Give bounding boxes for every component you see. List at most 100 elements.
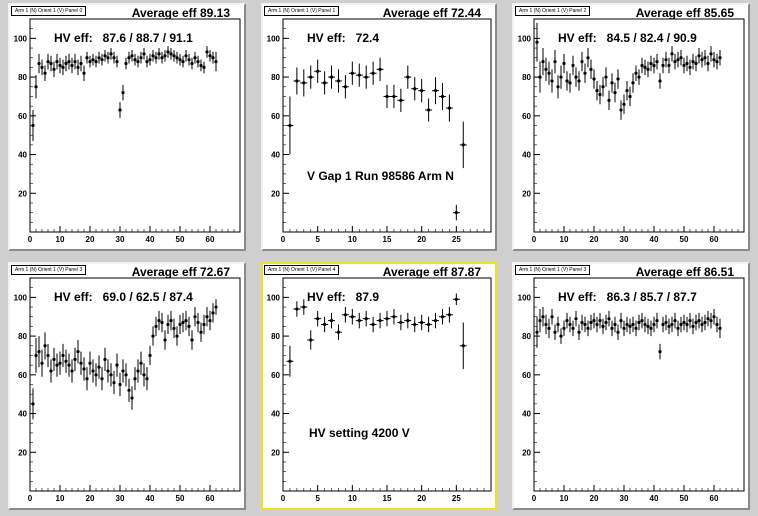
data-point: [697, 319, 701, 323]
data-point: [637, 75, 641, 79]
x-tick-label: 15: [383, 494, 392, 503]
data-point: [454, 297, 458, 301]
data-point: [601, 85, 605, 89]
data-point: [208, 319, 212, 323]
data-point: [565, 79, 569, 83]
x-tick-label: 60: [710, 235, 719, 244]
x-tick-label: 20: [86, 235, 95, 244]
data-point: [565, 319, 569, 323]
data-point: [55, 60, 59, 64]
data-point: [364, 317, 368, 321]
data-point: [556, 322, 560, 327]
data-point: [553, 330, 557, 334]
plot-pad-panel-2[interactable]: Arm 1 (N) Orient 1 (V) Panel 2 Average e…: [512, 3, 750, 251]
data-point: [88, 361, 92, 365]
data-point: [703, 320, 707, 325]
data-point: [688, 65, 692, 70]
data-point: [172, 54, 176, 58]
data-point: [385, 317, 389, 321]
x-tick-label: 30: [620, 494, 629, 503]
y-tick-label: 20: [271, 189, 280, 198]
x-tick-label: 20: [86, 494, 95, 503]
data-point: [109, 52, 113, 56]
x-tick-label: 10: [56, 494, 65, 503]
y-tick-label: 60: [271, 112, 280, 121]
data-point: [583, 322, 587, 327]
data-point: [175, 334, 179, 338]
data-point: [184, 54, 188, 58]
data-point: [706, 61, 710, 66]
data-point: [214, 60, 218, 64]
data-point: [103, 54, 107, 58]
data-point: [673, 319, 677, 323]
data-point: [343, 313, 347, 317]
data-point: [112, 380, 116, 385]
data-point: [440, 94, 445, 99]
data-point: [61, 353, 65, 358]
data-point: [61, 65, 65, 70]
data-point: [211, 311, 215, 315]
data-point: [628, 324, 632, 329]
data-point: [406, 75, 410, 79]
data-point: [622, 102, 626, 106]
data-point: [406, 319, 410, 323]
y-tick-label: 80: [271, 73, 280, 82]
data-point: [34, 85, 38, 89]
hv-eff-label: HV eff: 86.3 / 85.7 / 87.7: [558, 290, 697, 304]
data-point: [577, 79, 581, 83]
data-point: [211, 56, 215, 60]
data-point: [145, 60, 149, 64]
data-point: [676, 326, 680, 330]
pad-title-tag: Arm 1 (N) Orient 1 (V) Panel 2: [515, 6, 591, 16]
data-point: [679, 56, 683, 60]
plot-frame: [282, 277, 492, 492]
data-point: [625, 89, 629, 93]
data-point: [163, 54, 167, 58]
data-point: [157, 319, 161, 323]
data-point: [646, 67, 650, 71]
data-point: [196, 320, 200, 325]
data-point: [604, 75, 608, 79]
plot-frame: [533, 18, 745, 233]
data-point: [440, 315, 445, 319]
data-point: [160, 56, 164, 60]
data-point: [700, 322, 704, 327]
y-tick-label: 40: [522, 151, 531, 160]
data-point: [103, 357, 107, 361]
data-point: [535, 40, 539, 44]
x-tick-label: 20: [590, 235, 599, 244]
data-point: [625, 322, 629, 327]
data-point: [163, 338, 167, 342]
data-point: [619, 319, 623, 323]
y-tick-label: 80: [18, 73, 27, 82]
data-point: [652, 63, 656, 68]
data-point: [323, 322, 327, 327]
x-tick-label: 0: [28, 494, 33, 503]
data-point: [697, 54, 701, 58]
plot-pad-panel-4[interactable]: Arm 1 (N) Orient 1 (V) Panel 4 Average e…: [261, 262, 497, 510]
average-eff-label: Average eff 86.51: [635, 265, 734, 279]
plot-pad-panel-3[interactable]: Arm 1 (N) Orient 1 (V) Panel 3 Average e…: [8, 262, 246, 510]
data-point: [139, 56, 143, 60]
data-point: [420, 320, 424, 325]
data-point: [205, 50, 209, 54]
plot-pad-panel-0[interactable]: Arm 1 (N) Orient 1 (V) Panel 0 Average e…: [8, 3, 246, 251]
x-tick-label: 40: [146, 494, 155, 503]
data-point: [67, 60, 71, 64]
data-point: [130, 396, 134, 400]
y-tick-label: 60: [522, 112, 531, 121]
plot-frame: [533, 277, 745, 492]
data-point: [37, 349, 41, 354]
plot-pad-panel-1[interactable]: Arm 1 (N) Orient 1 (V) Panel 1 Average e…: [261, 3, 497, 251]
data-point: [427, 322, 431, 327]
x-tick-label: 0: [532, 235, 537, 244]
data-point: [309, 75, 313, 79]
data-point: [392, 315, 396, 319]
x-tick-label: 10: [348, 235, 357, 244]
y-tick-label: 20: [18, 189, 27, 198]
data-point: [371, 71, 375, 75]
data-point: [76, 349, 80, 354]
plot-pad-panel-5[interactable]: Arm 1 (N) Orient 1 (V) Panel 3 Average e…: [512, 262, 750, 510]
data-point: [148, 58, 152, 62]
data-point: [661, 322, 665, 327]
